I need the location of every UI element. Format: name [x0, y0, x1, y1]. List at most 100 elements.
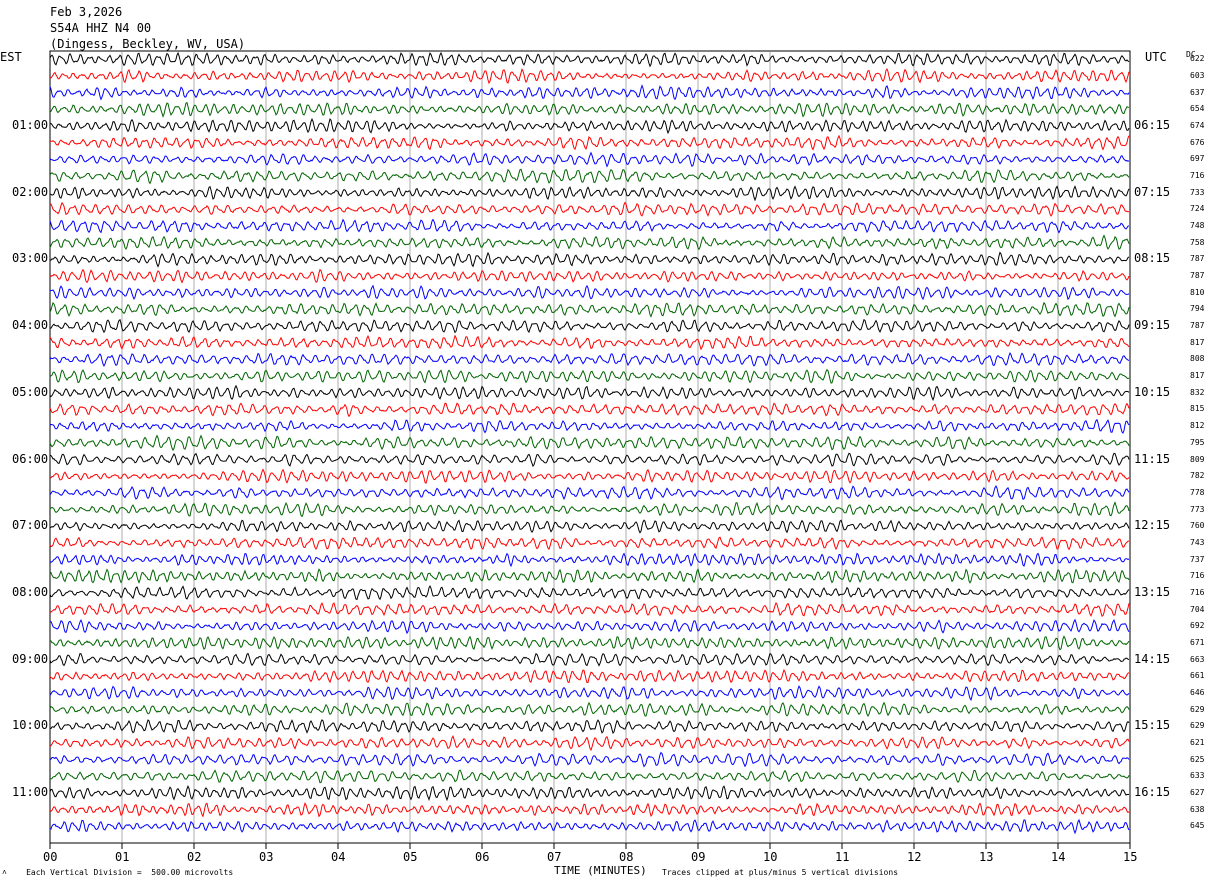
- x-tick-label: 02: [187, 850, 201, 864]
- dc-offset-label: 810: [1190, 287, 1205, 297]
- est-hour-label: 02:00: [12, 184, 49, 199]
- seismic-trace: [49, 334, 1130, 351]
- seismic-trace: [49, 234, 1130, 251]
- dc-offset-label: 625: [1190, 754, 1205, 764]
- dc-offset-label: 743: [1190, 537, 1205, 547]
- dc-offset-label: 654: [1190, 104, 1205, 114]
- seismic-trace: [49, 67, 1130, 85]
- seismic-trace: [49, 452, 1130, 468]
- plot-date: Feb 3,2026: [50, 5, 123, 19]
- plot-header: Feb 3,2026 S54A HHZ N4 00 (Dingess, Beck…: [50, 4, 245, 52]
- dc-offset-label: 674: [1190, 121, 1205, 131]
- seismic-trace: [49, 318, 1130, 334]
- est-hour-label: 10:00: [12, 718, 49, 733]
- utc-hour-label: 11:15: [1134, 451, 1171, 466]
- seismic-trace: [49, 568, 1130, 584]
- dc-offset-label: 603: [1190, 71, 1205, 80]
- seismic-trace: [49, 585, 1130, 601]
- seismic-trace: [49, 601, 1130, 617]
- seismic-trace: [49, 719, 1130, 734]
- dc-offset-label: 832: [1190, 387, 1205, 397]
- dc-offset-label: 621: [1190, 737, 1205, 747]
- seismic-trace: [49, 501, 1130, 518]
- utc-axis-label: UTC: [1145, 50, 1167, 64]
- seismic-trace: [49, 402, 1130, 418]
- x-tick-label: 15: [1123, 850, 1137, 864]
- seismic-trace: [49, 618, 1130, 635]
- seismic-trace: [49, 268, 1130, 284]
- est-hour-label: 08:00: [12, 584, 49, 599]
- x-tick-label: 14: [1051, 850, 1065, 864]
- dc-offset-label: 809: [1190, 454, 1205, 464]
- est-hour-label: 07:00: [12, 518, 49, 533]
- dc-offset-label: 778: [1190, 487, 1205, 497]
- seismic-trace: [50, 251, 1130, 268]
- utc-hour-label: 08:15: [1134, 251, 1171, 266]
- dc-offset-label: 733: [1190, 187, 1205, 197]
- est-hour-label: 06:00: [12, 451, 49, 466]
- x-tick-label: 04: [331, 850, 345, 864]
- dc-offset-label: 724: [1190, 204, 1205, 214]
- seismic-trace: [49, 185, 1130, 202]
- plot-frame: [49, 50, 1131, 844]
- est-hour-label: 11:00: [12, 784, 49, 799]
- seismic-trace: [49, 802, 1130, 818]
- dc-offset-label: 638: [1190, 804, 1205, 814]
- seismic-trace: [49, 151, 1130, 168]
- station-location: (Dingess, Beckley, WV, USA): [50, 37, 246, 51]
- dc-offset-label: 716: [1190, 587, 1205, 597]
- dc-offset-label: 782: [1190, 471, 1205, 481]
- x-tick-label: 09: [691, 850, 705, 864]
- x-tick-label: 11: [835, 850, 849, 864]
- seismic-trace: [49, 301, 1130, 318]
- seismic-trace: [49, 735, 1130, 752]
- dc-offset-label: 760: [1190, 521, 1205, 531]
- dc-offset-label: 817: [1190, 337, 1205, 347]
- dc-offset-label: 737: [1190, 554, 1205, 564]
- utc-hour-label: 06:15: [1134, 118, 1171, 133]
- seismic-trace: [49, 218, 1130, 234]
- seismic-trace: [49, 635, 1130, 651]
- seismic-trace: [49, 468, 1130, 484]
- x-tick-label: 03: [259, 850, 273, 864]
- clip-note: Traces clipped at plus/minus 5 vertical …: [662, 868, 899, 877]
- dc-offset-label: 629: [1190, 721, 1205, 731]
- seismic-trace: [49, 168, 1130, 185]
- seismic-trace: [49, 484, 1130, 501]
- dc-offset-label: 629: [1190, 704, 1205, 714]
- dc-offset-label: 627: [1190, 787, 1205, 797]
- dc-offset-label: 815: [1190, 404, 1205, 414]
- dc-offset-label: 817: [1190, 371, 1205, 381]
- seismic-trace: [49, 368, 1130, 384]
- dc-offset-label: 663: [1190, 654, 1205, 664]
- seismic-trace: [49, 384, 1130, 402]
- seismic-trace: [49, 434, 1130, 452]
- scale-note-text: Each Vertical Division = 500.00 microvol…: [26, 868, 234, 877]
- seismic-trace: [49, 652, 1130, 667]
- dc-offset-label: 787: [1190, 271, 1205, 281]
- est-hour-label: 01:00: [12, 118, 49, 133]
- seismic-trace: [49, 536, 1130, 551]
- dc-header: DC: [1186, 50, 1196, 59]
- seismic-trace: [49, 101, 1130, 118]
- seismic-trace: [49, 668, 1130, 684]
- x-tick-label: 00: [43, 850, 57, 864]
- seismic-trace: [49, 519, 1130, 534]
- seismic-trace: [49, 201, 1130, 217]
- x-tick-label: 05: [403, 850, 417, 864]
- seismic-trace: [49, 51, 1130, 68]
- utc-hour-label: 07:15: [1134, 184, 1171, 199]
- seismic-trace: [49, 117, 1130, 135]
- est-hour-label: 05:00: [12, 384, 49, 399]
- utc-hour-label: 13:15: [1134, 584, 1171, 599]
- est-hour-label: 03:00: [12, 251, 49, 266]
- dc-offset-label: 622: [1190, 54, 1205, 64]
- dc-offset-label: 671: [1190, 637, 1205, 647]
- x-tick-label: 06: [475, 850, 489, 864]
- x-tick-label: 12: [907, 850, 921, 864]
- dc-offset-label: 704: [1190, 604, 1205, 614]
- corner-mark: ˄: [2, 868, 7, 877]
- seismic-trace: [49, 785, 1130, 802]
- seismic-trace: [49, 284, 1130, 301]
